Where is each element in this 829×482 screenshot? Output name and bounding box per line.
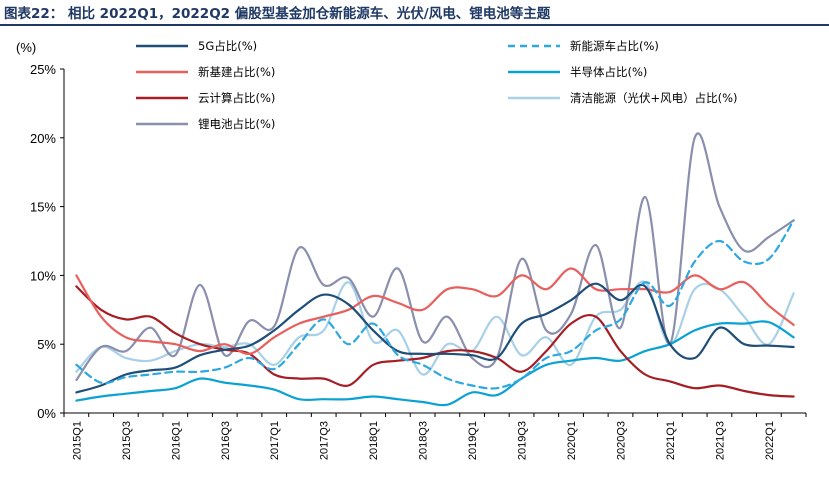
legend: 5G占比(%) 新能源车占比(%) 新基建占比(%) 半导体占比(%) 云计算占比(%)… [136, 39, 738, 131]
y-tick-label: 0% [37, 406, 56, 421]
x-tick-label: 2020Q1 [566, 421, 578, 460]
legend-label: 云计算占比(%) [198, 91, 275, 105]
x-axis: 2015Q1 2015Q3 2016Q1 2016Q3 2017Q1 2017Q3 2018… [63, 412, 807, 460]
title-rule [0, 24, 829, 26]
legend-label: 清洁能源（光伏+风电）占比(%) [570, 91, 738, 105]
x-tick-label: 2021Q3 [714, 421, 726, 460]
legend-label: 新能源车占比(%) [570, 39, 659, 53]
series-line-4 [75, 285, 795, 398]
legend-label: 锂电池占比(%) [198, 117, 275, 131]
series-line-3 [75, 320, 795, 407]
y-tick-label: 15% [30, 200, 56, 215]
series-line-6 [75, 132, 795, 382]
legend-label: 半导体占比(%) [570, 65, 647, 79]
y-axis-ticks: 0% 5% 10% 15% 20% 25% [30, 62, 65, 421]
x-tick-label: 2017Q3 [319, 421, 331, 460]
series-line-2 [75, 267, 795, 355]
y-tick-label: 20% [30, 131, 56, 146]
figure-title: 图表22： 相比 2022Q1，2022Q2 偏股型基金加仓新能源车、光伏/风电… [4, 6, 551, 22]
series-line-1 [75, 219, 795, 390]
y-unit-label: (%) [16, 40, 36, 55]
x-tick-label: 2018Q3 [418, 421, 430, 460]
legend-label: 5G占比(%) [198, 39, 257, 53]
x-tick-label: 2017Q1 [269, 421, 281, 460]
y-tick-label: 25% [30, 62, 56, 77]
x-tick-label: 2018Q1 [368, 421, 380, 460]
x-tick-label: 2019Q1 [467, 421, 479, 460]
x-tick-label: 2016Q1 [170, 421, 182, 460]
x-tick-label: 2015Q3 [121, 421, 133, 460]
y-tick-label: 10% [30, 268, 56, 283]
legend-label: 新基建占比(%) [198, 65, 275, 79]
x-tick-label: 2021Q1 [665, 421, 677, 460]
x-tick-label: 2019Q3 [517, 421, 529, 460]
x-tick-label: 2015Q1 [71, 421, 83, 460]
series-lines [75, 132, 795, 407]
series-line-0 [75, 282, 795, 394]
x-tick-label: 2020Q3 [616, 421, 628, 460]
x-tick-label: 2022Q1 [764, 421, 776, 460]
y-tick-label: 5% [37, 337, 56, 352]
x-tick-label: 2016Q3 [220, 421, 232, 460]
